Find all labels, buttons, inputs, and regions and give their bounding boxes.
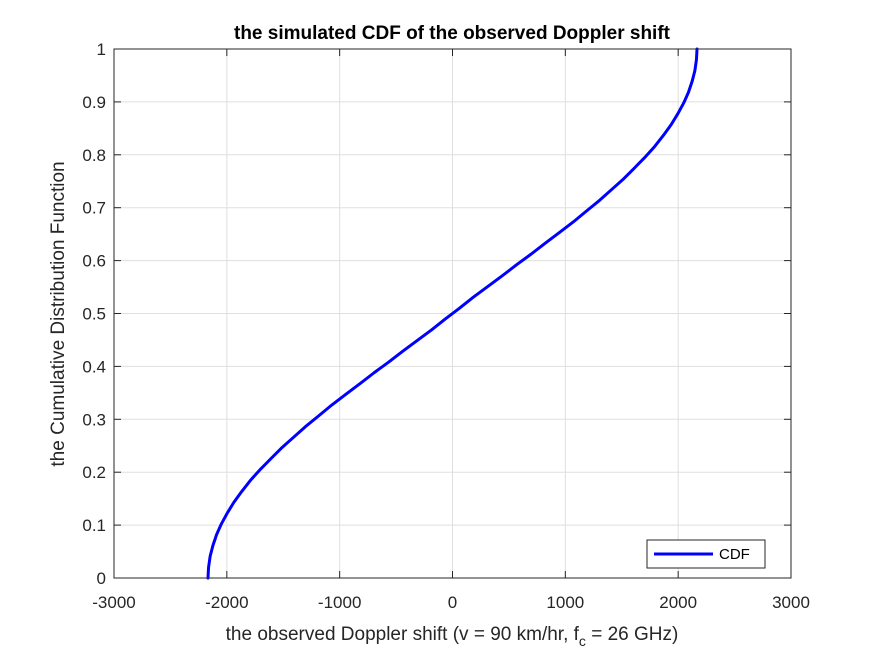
x-tick-label: -3000 — [92, 593, 135, 612]
x-tick-label: 2000 — [659, 593, 697, 612]
y-tick-label: 0.2 — [82, 463, 106, 482]
legend: CDF — [647, 540, 765, 568]
x-axis-label: the observed Doppler shift (v = 90 km/hr… — [226, 624, 679, 649]
x-tick-label: 0 — [448, 593, 457, 612]
y-tick-label: 0.7 — [82, 199, 106, 218]
y-tick-label: 0.1 — [82, 516, 106, 535]
x-tick-label: 3000 — [772, 593, 810, 612]
x-axis-label-tail: = 26 GHz) — [586, 624, 678, 645]
y-tick-label: 0.6 — [82, 252, 106, 271]
y-tick-label: 0.8 — [82, 146, 106, 165]
chart-title: the simulated CDF of the observed Dopple… — [234, 23, 671, 44]
x-tick-labels: -3000 -2000 -1000 0 1000 2000 3000 — [92, 593, 810, 612]
x-tick-label: -2000 — [205, 593, 248, 612]
y-tick-label: 1 — [97, 40, 106, 59]
x-tick-label: -1000 — [318, 593, 361, 612]
legend-label-cdf: CDF — [719, 546, 750, 563]
y-axis-label: the Cumulative Distribution Function — [48, 161, 69, 466]
y-tick-label: 0.5 — [82, 305, 106, 324]
x-axis-label-main: the observed Doppler shift (v = 90 km/hr… — [226, 624, 580, 645]
y-tick-label: 0 — [97, 569, 106, 588]
y-tick-labels: 0 0.1 0.2 0.3 0.4 0.5 0.6 0.7 0.8 0.9 1 — [82, 40, 106, 588]
y-tick-label: 0.9 — [82, 93, 106, 112]
x-tick-label: 1000 — [546, 593, 584, 612]
x-axis-label-subscript: c — [579, 633, 586, 649]
y-tick-label: 0.3 — [82, 410, 106, 429]
y-tick-label: 0.4 — [82, 357, 106, 376]
